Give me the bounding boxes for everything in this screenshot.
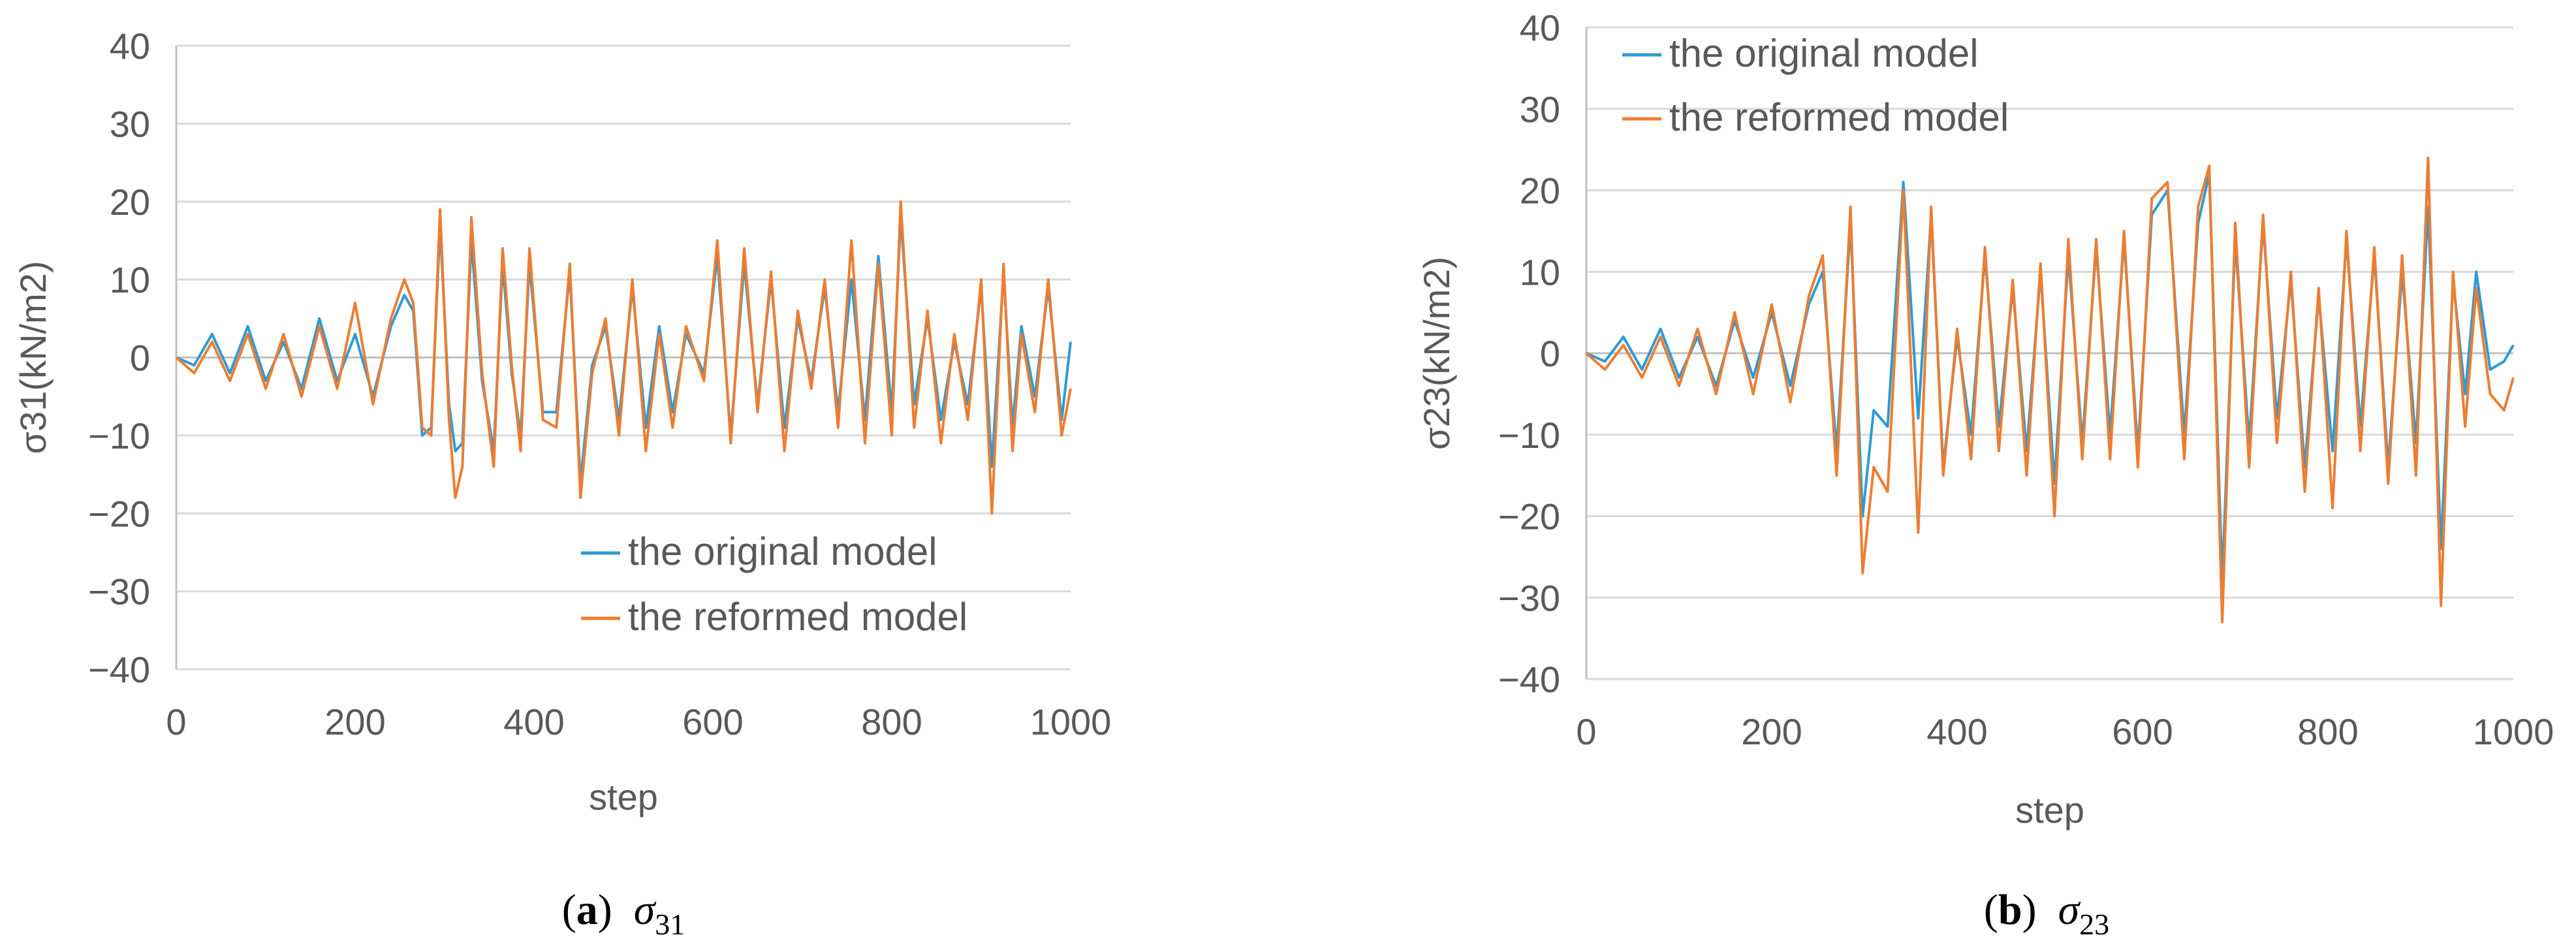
x-tick-label: 200 (324, 701, 385, 742)
x-tick-label: 1000 (1030, 701, 1112, 742)
y-tick-label: 10 (1520, 251, 1560, 293)
legend-label: the original model (1669, 31, 1979, 75)
y-tick-label: −10 (88, 415, 150, 456)
y-axis-label: σ23(kN/m2) (1416, 257, 1457, 450)
x-tick-label: 1000 (2473, 711, 2554, 752)
series-line-reformed (1585, 156, 2515, 624)
caption-paren-close: ) (598, 886, 634, 934)
y-tick-label: 10 (110, 259, 150, 300)
series-line-reformed (175, 200, 1072, 515)
x-axis-label: step (589, 776, 658, 817)
caption-letter: b (1998, 886, 2022, 934)
series-line-original (1586, 172, 2515, 583)
caption-paren-open: ( (562, 886, 576, 934)
y-tick-label: −10 (1498, 415, 1560, 456)
caption-subscript: 31 (655, 908, 685, 941)
y-tick-label: 0 (130, 338, 150, 379)
panel-caption: (b) σ23 (1984, 886, 2109, 941)
caption-letter: a (576, 886, 598, 934)
x-tick-label: 600 (682, 701, 743, 742)
x-tick-label: 0 (1576, 711, 1596, 752)
chart-panel-b: 40 30 20 10 0 −10 −20 −30 −40 0 200 400 600 800 1000 st… (1416, 7, 2554, 941)
y-tick-label: −40 (1498, 659, 1560, 700)
y-tick-label: 30 (1520, 89, 1560, 130)
chart-panel-a: 40 30 20 10 0 −10 −20 −30 −40 0 200 400 600 800 1000 st… (12, 25, 1111, 941)
legend-label: the reformed model (1669, 95, 2009, 139)
x-tick-label: 800 (861, 701, 922, 742)
caption-symbol: σ (634, 886, 657, 934)
x-tick-label: 800 (2297, 711, 2358, 752)
y-tick-label: −30 (1498, 577, 1560, 618)
caption-symbol: σ (2058, 886, 2081, 934)
y-tick-label: −40 (88, 649, 150, 690)
y-tick-label: 20 (110, 182, 150, 223)
y-tick-label: 20 (1520, 170, 1560, 212)
y-tick-label: 40 (1520, 7, 1560, 48)
x-tick-label: 400 (503, 701, 564, 742)
caption-subscript: 23 (2079, 908, 2109, 941)
caption-paren-open: ( (1984, 886, 1998, 934)
panel-caption: (a) σ31 (562, 886, 685, 941)
y-tick-label: 0 (1540, 333, 1560, 374)
y-tick-label: −20 (88, 493, 150, 534)
x-tick-label: 400 (1926, 711, 1987, 752)
y-tick-label: −30 (88, 571, 150, 612)
series-line-original (176, 215, 1072, 484)
y-tick-label: 30 (110, 103, 150, 144)
x-tick-label: 200 (1741, 711, 1802, 752)
x-tick-label: 0 (166, 701, 186, 742)
y-tick-label: −20 (1498, 496, 1560, 537)
x-axis-label: step (2015, 789, 2084, 831)
y-axis-label: σ31(kN/m2) (12, 261, 54, 454)
legend-label: the reformed model (628, 595, 967, 639)
caption-paren-close: ) (2022, 886, 2058, 934)
y-tick-label: 40 (110, 25, 150, 67)
x-tick-label: 600 (2112, 711, 2173, 752)
legend-label: the original model (628, 530, 937, 573)
